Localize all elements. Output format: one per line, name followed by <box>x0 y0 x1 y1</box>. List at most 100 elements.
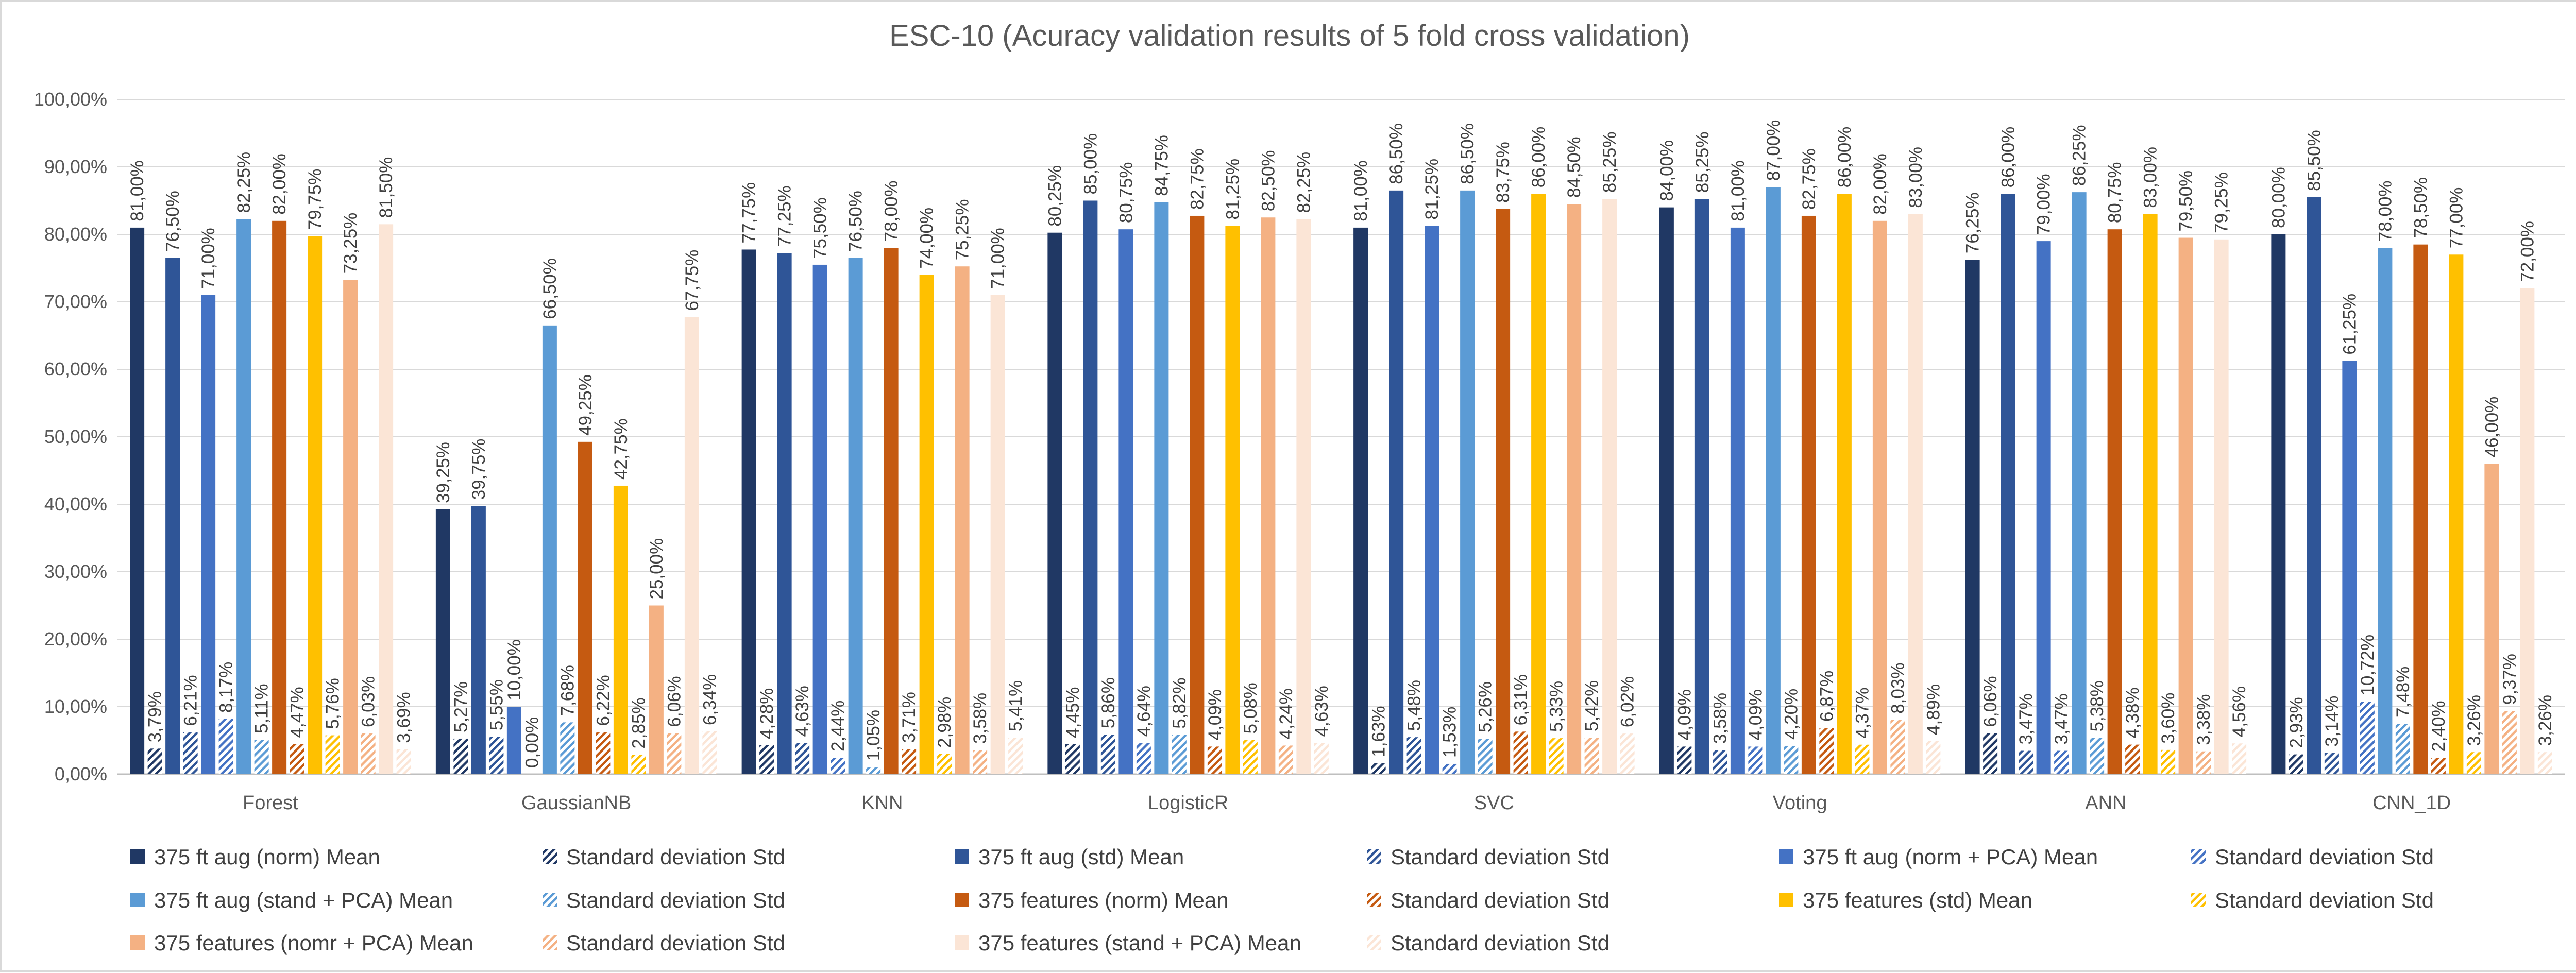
data-label: 6,87% <box>1817 671 1837 722</box>
legend-entry: Standard deviation Std <box>566 931 785 955</box>
data-label: 74,00% <box>917 208 937 269</box>
data-label: 7,68% <box>557 665 578 716</box>
data-label: 4,09% <box>1674 689 1694 740</box>
data-label: 80,00% <box>2268 167 2289 228</box>
legend-entry: Standard deviation Std <box>2215 888 2434 912</box>
data-label: 3,14% <box>2322 696 2342 747</box>
bar-mean <box>1225 226 1240 774</box>
bar-std <box>2196 751 2211 774</box>
bar-mean <box>990 295 1005 774</box>
bar-mean <box>1083 200 1098 774</box>
bar-std <box>1100 735 1115 774</box>
data-label: 67,75% <box>682 250 702 311</box>
data-label: 3,71% <box>899 692 919 743</box>
data-label: 78,50% <box>2411 177 2431 238</box>
data-label: 80,25% <box>1045 165 1065 227</box>
data-label: 5,38% <box>2087 680 2107 731</box>
y-tick-label: 20,00% <box>44 628 107 650</box>
data-label: 10,00% <box>504 639 524 701</box>
data-label: 76,50% <box>163 191 183 252</box>
bar-mean <box>2001 194 2015 774</box>
data-label: 4,37% <box>1852 688 1872 739</box>
category-label: LogisticR <box>1148 792 1228 814</box>
bar-mean <box>1154 202 1169 774</box>
data-label: 79,75% <box>305 169 325 230</box>
data-label: 2,40% <box>2429 701 2449 752</box>
data-label: 84,00% <box>1657 140 1677 201</box>
bar-mean <box>1872 220 1887 774</box>
data-label: 4,28% <box>757 688 777 739</box>
data-label: 66,50% <box>540 258 560 319</box>
bar-std <box>1136 743 1151 774</box>
bar-mean <box>649 605 664 774</box>
bar-std <box>902 749 917 774</box>
bar-mean <box>1730 227 1745 774</box>
legend-entry: 375 features (std) Mean <box>1803 888 2032 912</box>
data-label: 75,25% <box>953 199 973 261</box>
data-label: 5,41% <box>1006 680 1026 731</box>
legend-swatch <box>543 935 557 950</box>
y-axis-ticks: 0,00% 10,00% 20,00% 30,00% 40,00% 50,00% 60,00… <box>34 89 107 784</box>
data-label: 6,21% <box>181 675 201 726</box>
legend-swatch <box>543 893 557 907</box>
data-label: 86,50% <box>1458 123 1478 184</box>
bar-mean <box>884 248 899 774</box>
bar-mean <box>2378 248 2393 774</box>
bar-mean <box>1801 215 1816 775</box>
data-label: 1,05% <box>863 710 884 761</box>
bar-mean <box>1766 187 1781 774</box>
data-label: 3,38% <box>2194 694 2214 745</box>
data-label: 4,56% <box>2229 686 2249 737</box>
y-tick-label: 60,00% <box>44 359 107 380</box>
bar-mean <box>236 219 251 774</box>
bar-mean <box>848 258 863 775</box>
data-label: 81,50% <box>376 157 396 218</box>
bar-mean <box>1389 190 1404 775</box>
bar-std <box>1442 763 1457 774</box>
legend-swatch <box>543 849 557 864</box>
y-tick-label: 80,00% <box>44 224 107 245</box>
data-label: 49,25% <box>575 374 596 436</box>
data-label: 4,45% <box>1063 687 1083 738</box>
legend-swatch <box>2191 893 2206 907</box>
bar-mean <box>1047 232 1062 775</box>
bar-mean <box>684 317 699 774</box>
bar-mean <box>1496 209 1511 774</box>
legend-swatch <box>1367 849 1381 864</box>
legend-entry: Standard deviation Std <box>1391 888 1609 912</box>
category-label: Voting <box>1773 792 1827 814</box>
data-label: 5,42% <box>1582 680 1602 731</box>
data-label: 8,17% <box>216 662 236 713</box>
legend-swatch <box>130 893 145 907</box>
bar-mean <box>1460 190 1475 775</box>
data-label: 83,00% <box>1906 147 1926 208</box>
legend-swatch <box>1779 849 1793 864</box>
category-label: SVC <box>1474 792 1514 814</box>
bar-mean <box>2143 214 2158 775</box>
data-label: 80,75% <box>1116 162 1136 223</box>
bar-mean <box>343 280 358 774</box>
bar-std <box>2090 738 2105 774</box>
data-label: 78,00% <box>2375 180 2395 242</box>
bar-std <box>1314 743 1329 774</box>
bar-std <box>1784 745 1799 774</box>
data-label: 6,31% <box>1511 674 1531 725</box>
bar-mean <box>1531 194 1546 774</box>
bar-std <box>667 733 682 774</box>
bar-mean <box>165 258 180 775</box>
bar-std <box>2466 752 2481 774</box>
bar-std <box>1549 738 1564 774</box>
bar-mean <box>1353 227 1368 774</box>
data-label: 82,75% <box>1187 148 1207 210</box>
data-label: 4,38% <box>2123 687 2143 738</box>
bar-std <box>1172 735 1187 774</box>
data-label: 83,75% <box>1493 142 1513 203</box>
data-label: 4,09% <box>1745 689 1766 740</box>
bar-mean <box>2214 239 2229 775</box>
bar-mean <box>1908 214 1923 775</box>
data-label: 2,44% <box>828 701 848 752</box>
bar-mean <box>435 509 450 774</box>
bar-std <box>1983 733 1998 774</box>
data-label: 61,25% <box>2340 294 2360 355</box>
category-label: GaussianNB <box>521 792 631 814</box>
